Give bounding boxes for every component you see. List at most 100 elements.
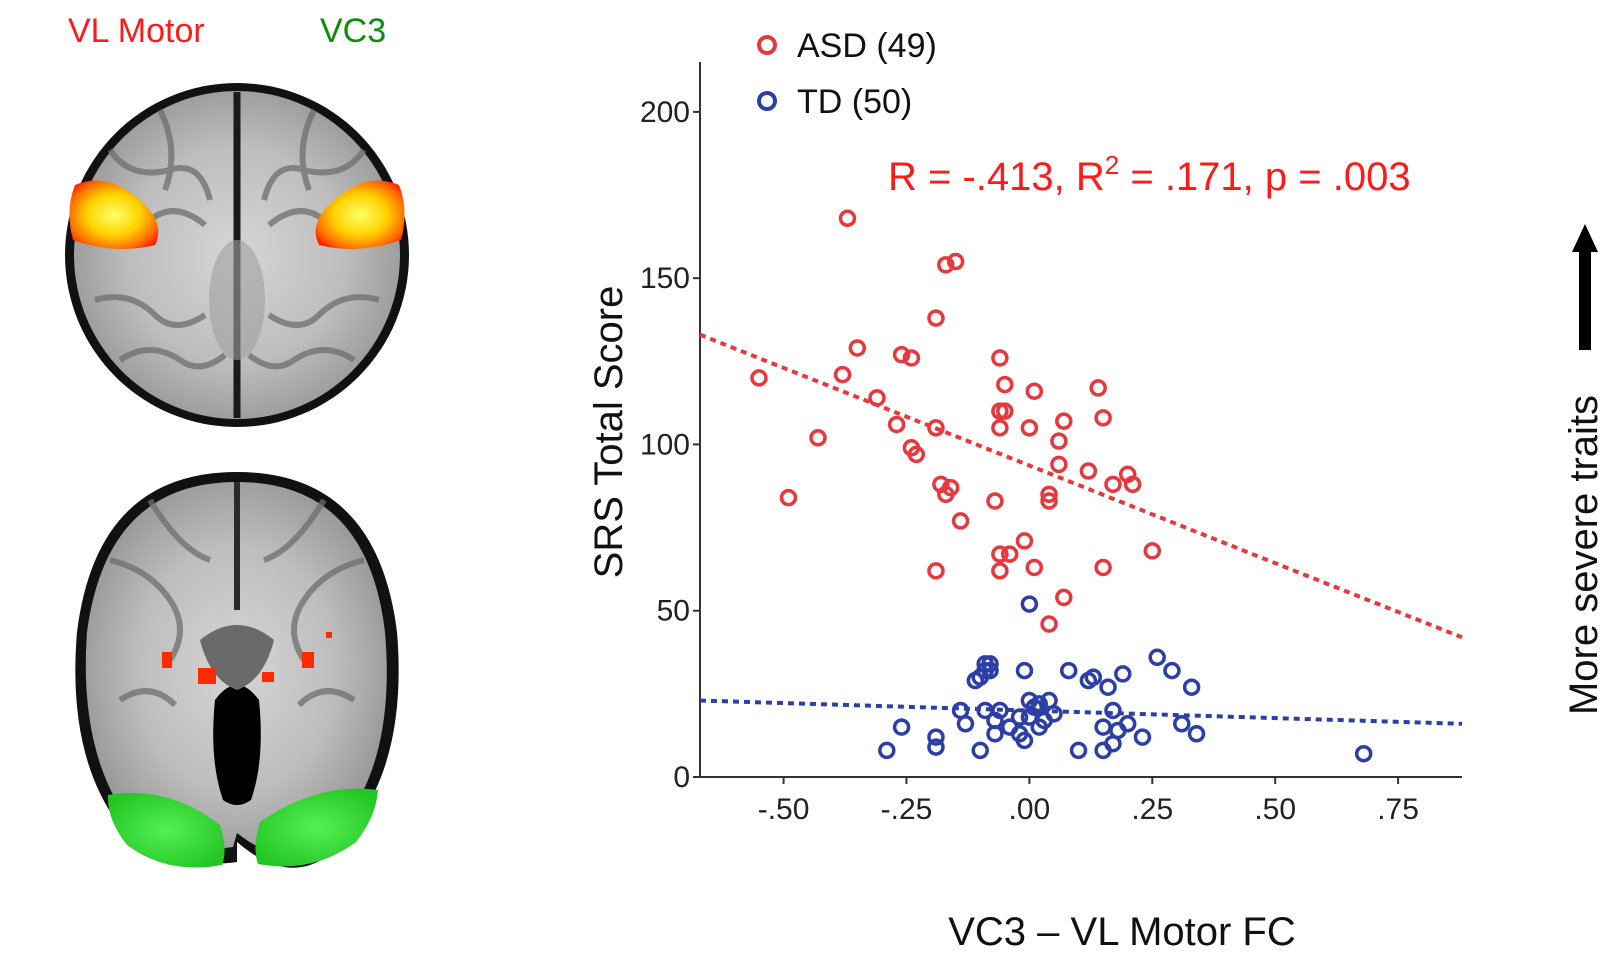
- x-tick-label: .25: [1131, 793, 1173, 826]
- asd-data-point: [902, 439, 921, 457]
- td-data-point: [1182, 678, 1201, 696]
- stats-prefix: R = -.413, R: [888, 155, 1105, 199]
- asd-data-point: [1089, 379, 1107, 397]
- asd-data-point: [991, 349, 1009, 367]
- asd-data-point: [927, 562, 945, 580]
- asd-data-point: [991, 419, 1009, 437]
- td-data-point: [971, 741, 989, 760]
- td-data-point: [1187, 725, 1206, 743]
- asd-data-point: [946, 252, 965, 271]
- legend-asd-marker: [757, 35, 777, 55]
- asd-trend-line: [699, 332, 1463, 640]
- asd-data-point: [927, 309, 945, 327]
- activation-spot: [326, 632, 332, 638]
- asd-data-point: [1055, 588, 1073, 607]
- y-tick-label: 150: [640, 262, 690, 295]
- asd-data-point: [1055, 412, 1073, 430]
- trend-lines: [699, 332, 1463, 726]
- td-data-point: [1010, 708, 1029, 726]
- asd-data-point: [996, 375, 1014, 394]
- vc3-left-region: [107, 793, 225, 868]
- asd-data-point: [892, 345, 911, 364]
- vl-motor-left-activation: [69, 180, 159, 249]
- td-data-point: [892, 718, 911, 736]
- brain-images: [65, 83, 409, 868]
- vc3-right-region: [255, 788, 378, 867]
- x-axis-ticks: -.50 -.25 .00 .25 .50 .75: [758, 777, 1419, 826]
- stats-superscript: 2: [1105, 150, 1119, 180]
- vl-motor-right-activation: [315, 180, 405, 249]
- td-data-point: [1094, 741, 1112, 760]
- td-data-point: [956, 715, 975, 733]
- td-data-point: [1094, 718, 1112, 736]
- asd-data-point: [1104, 475, 1122, 494]
- td-data-point: [1354, 744, 1373, 763]
- x-tick-label: -.50: [758, 793, 810, 826]
- y-axis-ticks: 0 50 100 150 200: [640, 96, 700, 794]
- x-axis-title: VC3 – VL Motor FC: [948, 910, 1296, 954]
- td-data-point: [1069, 741, 1088, 760]
- td-data-point: [1163, 661, 1181, 680]
- asd-data-point: [991, 562, 1009, 580]
- asd-data-point: [1015, 532, 1034, 550]
- asd-data-point: [809, 429, 827, 447]
- x-tick-label: .75: [1377, 793, 1419, 826]
- asd-data-point: [1143, 542, 1162, 560]
- td-data-point: [1079, 671, 1098, 690]
- asd-data-point: [1020, 419, 1039, 437]
- activation-spot: [262, 672, 274, 682]
- asd-data-point: [1079, 462, 1098, 480]
- asd-data-point: [1025, 558, 1044, 577]
- chart-axes: [699, 62, 1462, 778]
- td-data-point: [1133, 728, 1152, 746]
- td-data-point: [1015, 661, 1034, 680]
- severity-indicator: More severe traits: [1562, 224, 1606, 715]
- td-trend-line: [699, 698, 1463, 726]
- td-data-point: [878, 741, 896, 760]
- td-data-point: [1148, 648, 1166, 667]
- td-data-point: [986, 725, 1004, 743]
- asd-data-point: [1000, 545, 1019, 563]
- asd-data-point: [1025, 382, 1044, 400]
- td-data-point: [966, 671, 985, 690]
- y-axis-title: SRS Total Score: [587, 286, 631, 579]
- correlation-stats: R = -.413, R2 = .171, p = .003: [888, 150, 1411, 199]
- asd-data-point: [937, 485, 955, 504]
- asd-data-point: [887, 415, 906, 434]
- chart-legend: ASD (49) TD (50): [757, 27, 937, 121]
- arrowhead-icon: [1572, 224, 1598, 252]
- td-data-point: [1015, 731, 1034, 750]
- vc3-label: VC3: [320, 12, 387, 50]
- asd-data-point: [1123, 475, 1142, 494]
- asd-data-point: [991, 545, 1009, 563]
- asd-data-point: [1040, 492, 1058, 510]
- y-tick-label: 0: [673, 761, 690, 794]
- activation-spot: [198, 668, 216, 684]
- asd-data-point: [927, 419, 945, 437]
- td-data-point: [1173, 715, 1191, 733]
- asd-data-point: [986, 492, 1004, 510]
- activation-spot: [162, 652, 172, 668]
- legend-td-label: TD (50): [797, 83, 912, 121]
- brain-slice-top: [65, 83, 409, 427]
- x-tick-label: -.25: [881, 793, 933, 826]
- asd-data-point: [1050, 432, 1068, 450]
- asd-data-point: [1040, 485, 1058, 504]
- data-points: [750, 209, 1373, 763]
- asd-data-point: [779, 488, 798, 507]
- asd-data-point: [902, 349, 921, 367]
- asd-data-point: [868, 389, 886, 407]
- asd-data-point: [996, 402, 1014, 420]
- td-data-point: [1099, 678, 1117, 696]
- y-tick-label: 50: [657, 595, 690, 628]
- asd-data-point: [838, 209, 857, 228]
- asd-data-point: [937, 256, 955, 274]
- asd-data-point: [848, 339, 867, 357]
- x-tick-label: .00: [1009, 793, 1051, 826]
- asd-data-point: [1094, 409, 1112, 427]
- td-data-point: [976, 701, 994, 720]
- td-data-point: [1104, 701, 1122, 720]
- brain-slice-bottom: [75, 472, 399, 868]
- y-tick-label: 100: [640, 428, 690, 461]
- td-data-point: [1020, 595, 1039, 613]
